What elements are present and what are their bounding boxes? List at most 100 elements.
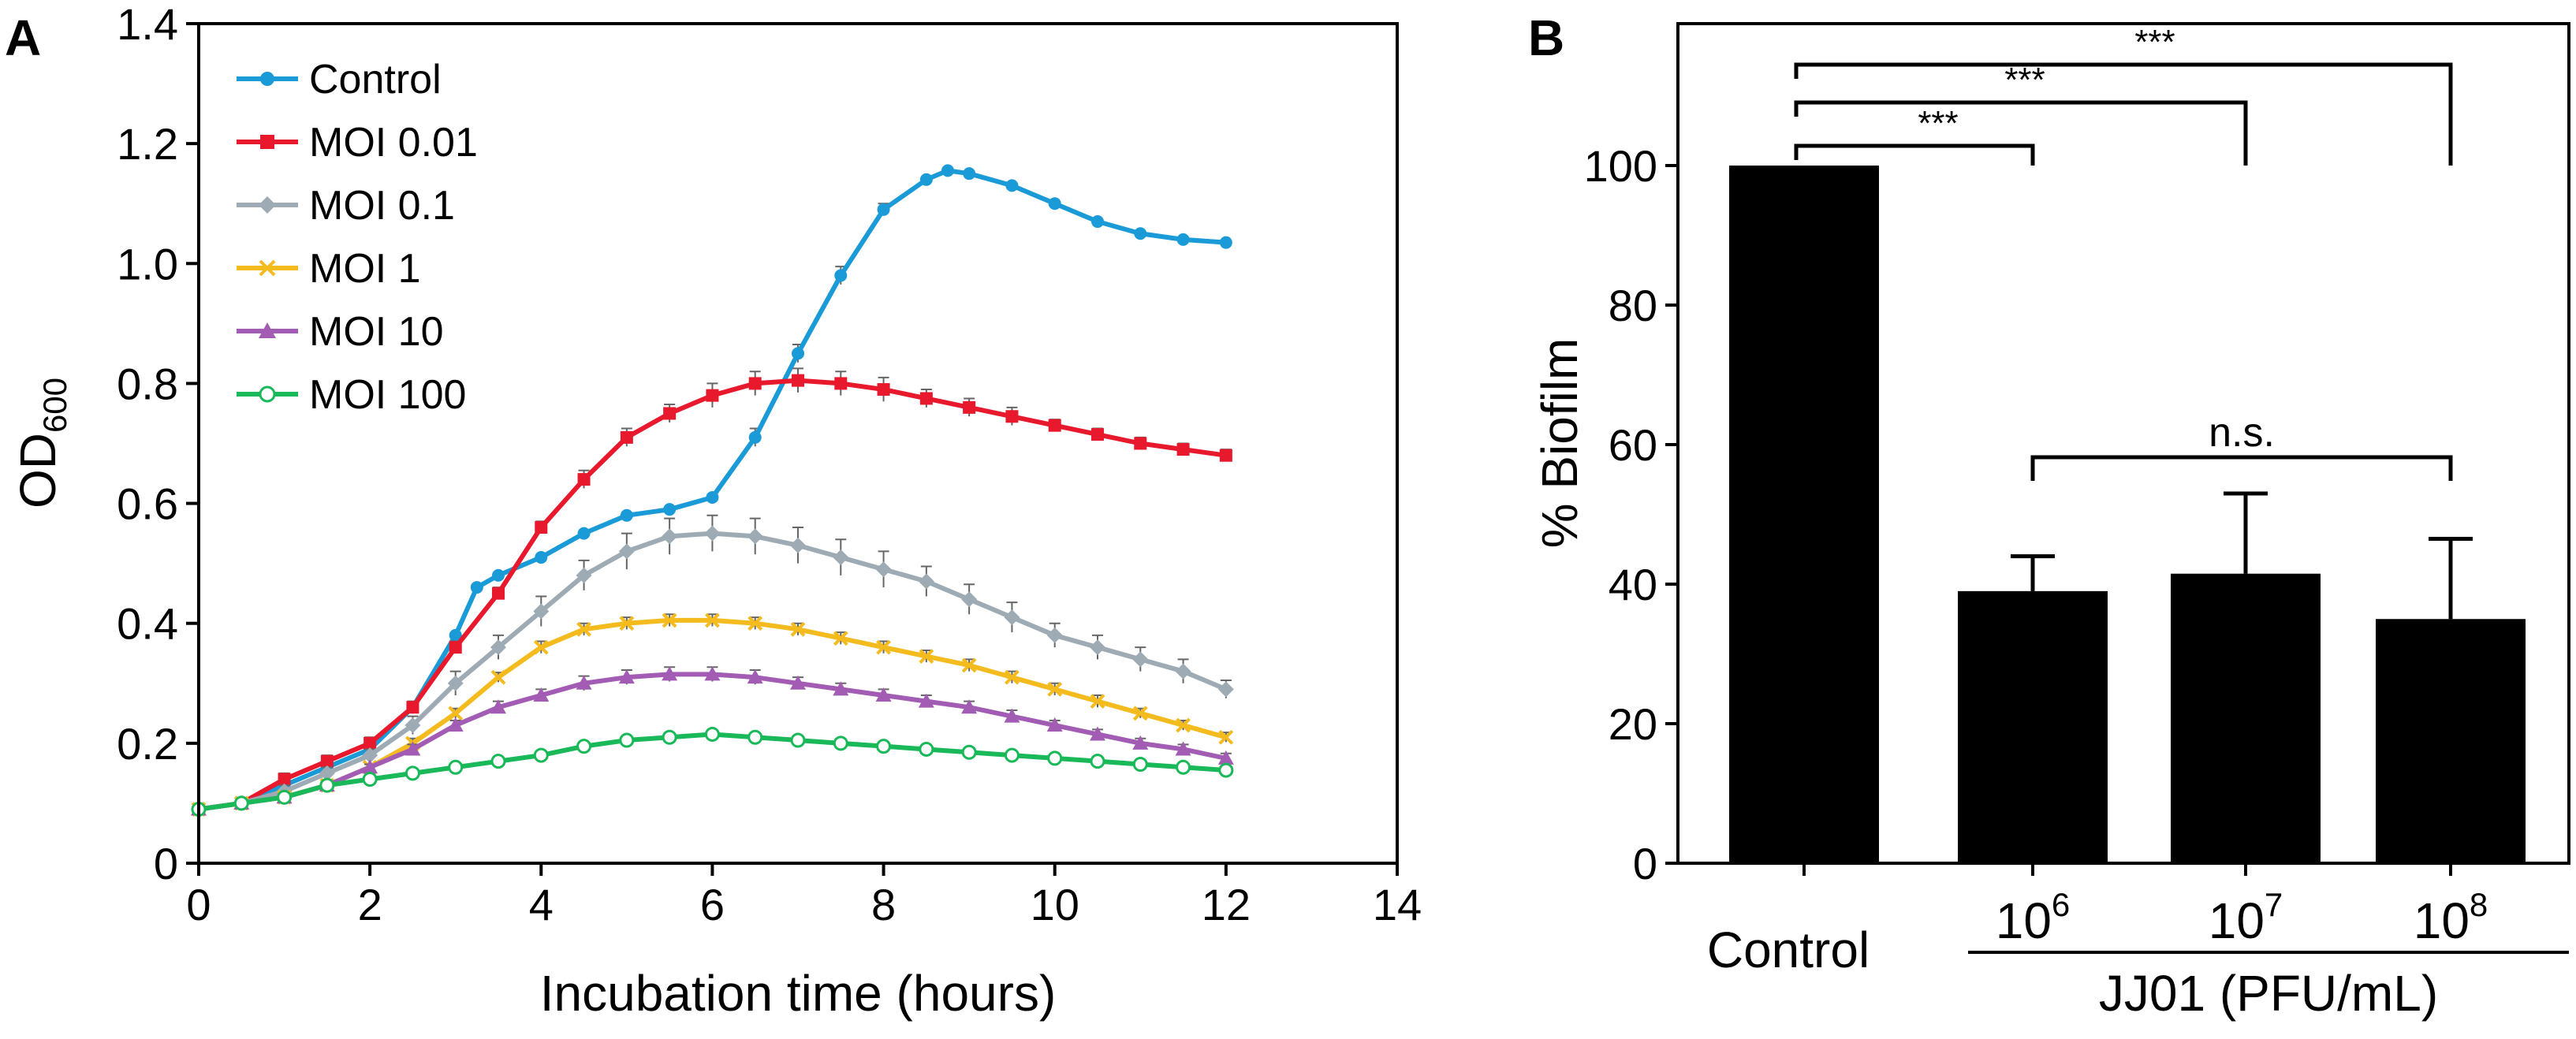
tick-label-exponent: 7 [2265, 886, 2283, 923]
legend-label: MOI 100 [309, 372, 466, 418]
data-point [833, 631, 848, 646]
data-point [620, 430, 633, 444]
significance-bracket: n.s. [2030, 410, 2453, 481]
data-point [1217, 681, 1234, 698]
series-moi-0-1 [191, 514, 1234, 817]
data-point [277, 789, 293, 805]
b-x-tick-label: 108 [2414, 886, 2488, 949]
y-axis-title: OD600 [9, 378, 73, 508]
legend-item: Control [237, 57, 442, 102]
tick-label-exponent: 6 [2052, 886, 2070, 923]
data-point [1176, 717, 1191, 733]
data-point [747, 528, 763, 545]
significance-bracket: *** [1794, 61, 2248, 166]
data-point [447, 717, 464, 732]
series-line [198, 378, 1227, 812]
y-tick-label: 1.2 [117, 119, 178, 169]
b-y-axis-title: % Biofilm [1531, 338, 1588, 549]
x-tick-label: 12 [1202, 880, 1251, 929]
x-tick-label: 4 [529, 880, 554, 929]
b-y-tick-label: 60 [1609, 420, 1657, 470]
data-point [1091, 428, 1104, 441]
data-point [490, 669, 506, 685]
bar [2171, 573, 2321, 863]
y-tick-label: 1.0 [117, 239, 178, 289]
data-point [704, 525, 721, 542]
legend-item: MOI 0.01 [237, 120, 478, 166]
panel-a-marks [191, 164, 1234, 817]
x-tick-label: 2 [358, 880, 382, 929]
data-point [362, 747, 378, 764]
bracket-line [1794, 100, 2248, 166]
data-point [1218, 729, 1234, 745]
data-point [577, 527, 591, 540]
data-point [941, 164, 954, 177]
data-point [790, 621, 806, 637]
data-point [1004, 747, 1020, 763]
data-point [1134, 227, 1147, 240]
data-point [747, 616, 763, 631]
legend-label: MOI 0.1 [309, 183, 455, 229]
bracket-line [1794, 143, 2035, 166]
data-point [1004, 708, 1020, 723]
y-tick-label: 0 [154, 839, 178, 888]
data-point [919, 392, 933, 405]
data-point [1005, 179, 1019, 192]
data-point [790, 675, 806, 690]
y-tick-label: 0.2 [117, 719, 178, 769]
data-point [662, 528, 678, 545]
data-point [404, 717, 421, 734]
legend-marker [260, 135, 274, 149]
data-point [576, 567, 592, 583]
data-point [533, 639, 549, 655]
panel-b-marks [1729, 166, 2526, 863]
series-moi-1 [191, 613, 1234, 817]
panel-a-letter: A [5, 9, 41, 66]
data-point [919, 173, 933, 186]
data-point [833, 549, 849, 566]
data-point [1048, 419, 1061, 432]
data-point [278, 773, 291, 786]
data-point [919, 741, 934, 757]
b-x-tick-label: 106 [1996, 886, 2071, 949]
data-point [619, 732, 635, 748]
bar-error [2224, 491, 2268, 574]
data-point [1175, 663, 1191, 680]
data-point [618, 669, 635, 684]
data-point [233, 795, 249, 811]
bar-error [2429, 536, 2473, 620]
data-point [576, 621, 591, 637]
data-point [961, 657, 977, 673]
x-tick-label: 6 [700, 880, 725, 929]
data-point [963, 400, 976, 414]
legend-label: MOI 0.01 [309, 120, 478, 166]
data-point [877, 203, 890, 216]
data-point [1048, 197, 1061, 210]
data-point [919, 649, 934, 664]
data-point [876, 739, 892, 754]
data-point [448, 759, 464, 775]
data-point [620, 508, 633, 522]
x-tick-label: 10 [1031, 880, 1079, 929]
data-point [363, 736, 377, 750]
data-point [1005, 410, 1019, 423]
data-point [834, 377, 848, 390]
data-point [1132, 756, 1148, 772]
significance-bracket: *** [1794, 104, 2035, 166]
data-point [748, 377, 762, 390]
data-point [490, 699, 506, 714]
data-point [961, 744, 977, 760]
b-y-tick-label: 0 [1633, 839, 1657, 888]
series-line [198, 732, 1227, 812]
b-x-tick-label: 107 [2209, 886, 2283, 949]
data-point [792, 347, 804, 360]
data-point [961, 591, 978, 608]
data-point [963, 167, 976, 181]
legend-label: MOI 10 [309, 309, 444, 355]
data-point [1046, 717, 1063, 732]
data-point [1175, 741, 1191, 756]
data-point [362, 759, 378, 774]
data-point [1132, 651, 1149, 668]
series-moi-0-01 [192, 367, 1232, 816]
